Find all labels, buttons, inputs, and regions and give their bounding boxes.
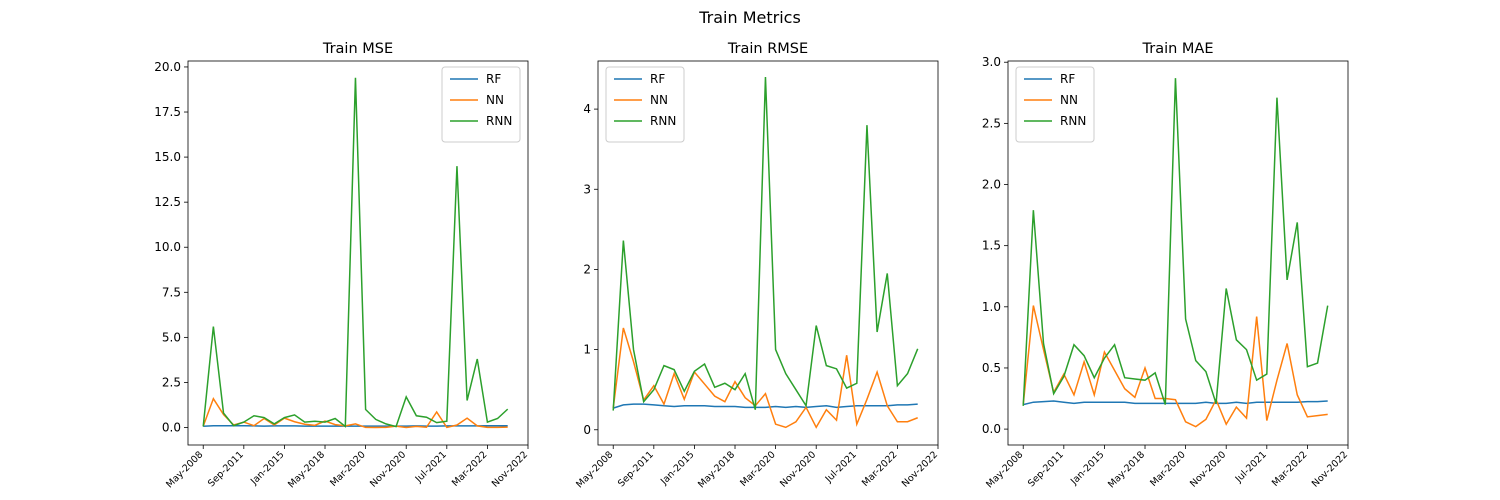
y-tick-label: 5.0 — [162, 330, 181, 344]
series-line — [612, 327, 918, 429]
subplot-title: Train RMSE — [727, 41, 808, 57]
x-tick-label: Nov-2020 — [778, 449, 818, 489]
x-tick-label: May-2018 — [286, 449, 327, 490]
legend-label: NN — [486, 93, 504, 107]
x-tick-label: Mar-2020 — [1148, 449, 1188, 489]
subplot: Train MSE 0.0 2.5 5.0 7.5 10.0 12.5 15.0 17.5 20.… — [154, 41, 530, 490]
x-tick-label: Jan-2015 — [248, 449, 286, 487]
y-tick-label: 7.5 — [162, 285, 181, 299]
axes-frame — [187, 60, 529, 446]
x-tick-label: Mar-2022 — [860, 449, 900, 489]
y-tick-label: 3.0 — [982, 55, 1001, 69]
x-tick-label: Sep-2011 — [1026, 449, 1066, 489]
series-line — [202, 77, 509, 428]
legend-label: RF — [650, 72, 665, 86]
subplot: Train MAE 0.0 0.5 1.0 1.5 2.0 2.5 3.0 May-2008 Se… — [982, 41, 1350, 490]
legend-label: RF — [486, 72, 501, 86]
figure-title: Train Metrics — [698, 8, 801, 27]
x-tick-label: Nov-2022 — [900, 449, 940, 489]
x-tick-label: Sep-2011 — [616, 449, 656, 489]
y-tick-label: 0 — [583, 423, 591, 437]
y-tick-label: 2.5 — [982, 116, 1001, 130]
x-tick-label: May-2018 — [696, 449, 737, 490]
y-tick-label: 15.0 — [154, 150, 181, 164]
y-tick-label: 1.0 — [982, 300, 1001, 314]
legend-label: RNN — [650, 114, 676, 128]
y-tick-label: 0.0 — [982, 422, 1001, 436]
series-line — [1022, 78, 1329, 406]
x-tick-label: Nov-2022 — [490, 449, 530, 489]
subplot-title: Train MSE — [322, 41, 393, 57]
x-tick-label: May-2008 — [164, 449, 205, 490]
series-line — [1023, 400, 1328, 406]
legend: RF NN RNN — [441, 66, 521, 143]
x-tick-label: Jul-2021 — [413, 449, 449, 485]
y-tick-label: 4 — [583, 102, 591, 116]
axes-frame — [1007, 60, 1349, 446]
y-tick-label: 20.0 — [154, 60, 181, 74]
y-tick-label: 2.0 — [982, 178, 1001, 192]
x-tick-label: Nov-2020 — [368, 449, 408, 489]
x-tick-label: Mar-2022 — [1270, 449, 1310, 489]
legend: RF NN RNN — [605, 66, 685, 143]
x-tick-label: Mar-2020 — [328, 449, 368, 489]
x-tick-label: May-2008 — [984, 449, 1025, 490]
x-tick-label: Jul-2021 — [1233, 449, 1269, 485]
x-tick-label: Mar-2020 — [738, 449, 778, 489]
legend-box — [441, 66, 521, 143]
x-tick-label: May-2008 — [574, 449, 615, 490]
y-tick-label: 1.5 — [982, 239, 1001, 253]
y-tick-label: 1 — [583, 343, 591, 357]
y-tick-label: 0.0 — [162, 421, 181, 435]
y-tick-label: 2.5 — [162, 375, 181, 389]
series-line — [612, 77, 919, 411]
y-tick-label: 3 — [583, 182, 591, 196]
x-tick-label: Jul-2021 — [823, 449, 859, 485]
legend-box — [1015, 66, 1095, 143]
legend-label: RNN — [1060, 114, 1086, 128]
x-tick-label: Nov-2022 — [1310, 449, 1350, 489]
y-tick-label: 12.5 — [154, 195, 181, 209]
y-tick-label: 17.5 — [154, 105, 181, 119]
legend-label: NN — [650, 93, 668, 107]
legend-label: NN — [1060, 93, 1078, 107]
series-line — [203, 424, 508, 427]
legend: RF NN RNN — [1015, 66, 1095, 143]
series-line — [612, 403, 918, 409]
legend-box — [605, 66, 685, 143]
x-tick-label: Sep-2011 — [206, 449, 246, 489]
x-tick-label: Jan-2015 — [658, 449, 696, 487]
y-tick-label: 10.0 — [154, 240, 181, 254]
x-tick-label: Jan-2015 — [1068, 449, 1106, 487]
legend-label: RF — [1060, 72, 1075, 86]
axes-frame — [597, 60, 939, 446]
series-line — [1022, 305, 1328, 428]
y-tick-label: 2 — [583, 262, 591, 276]
series-line — [202, 396, 508, 429]
x-tick-label: Mar-2022 — [450, 449, 490, 489]
x-tick-label: Nov-2020 — [1188, 449, 1228, 489]
y-tick-label: 0.5 — [982, 361, 1001, 375]
x-tick-label: May-2018 — [1106, 449, 1147, 490]
legend-label: RNN — [486, 114, 512, 128]
subplot-title: Train MAE — [1142, 41, 1214, 57]
